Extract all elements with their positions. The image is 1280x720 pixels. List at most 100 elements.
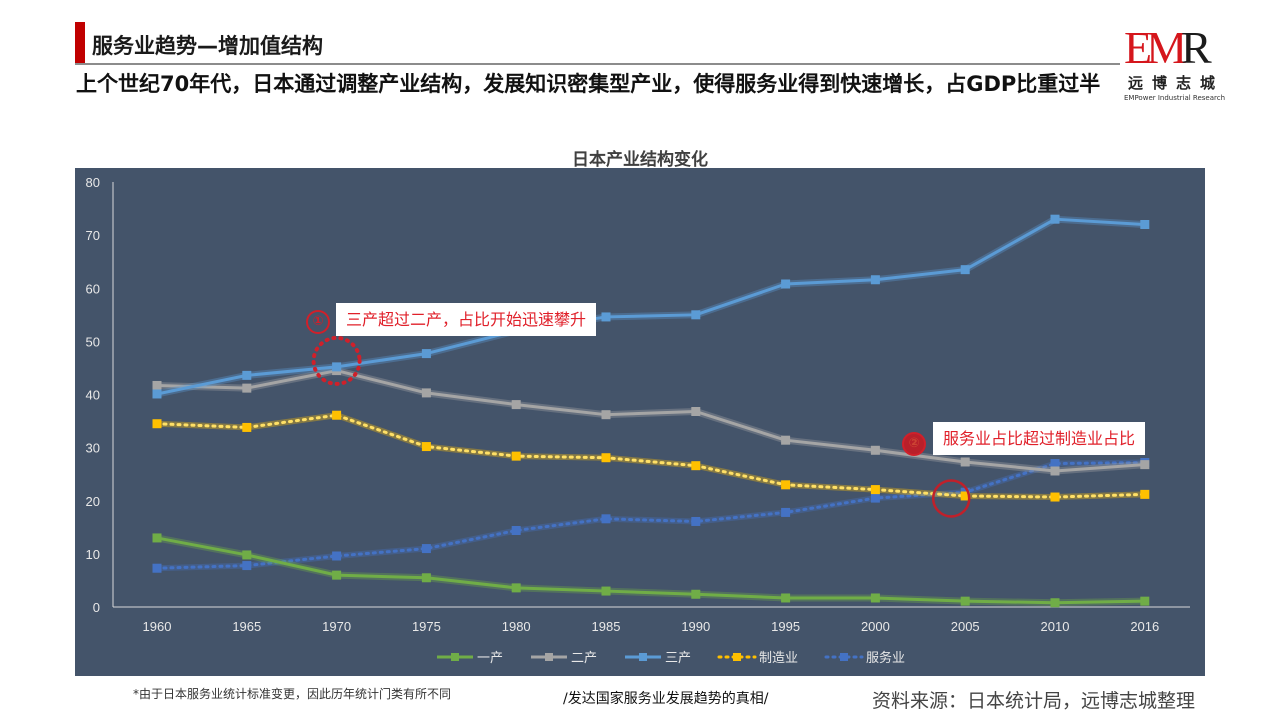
x-tick-label: 1980 bbox=[502, 619, 531, 634]
x-tick-label: 1995 bbox=[771, 619, 800, 634]
data-point-制造业 bbox=[781, 480, 791, 490]
data-point-三产 bbox=[152, 389, 162, 399]
data-point-制造业 bbox=[1050, 492, 1060, 502]
legend-label: 二产 bbox=[571, 651, 597, 666]
logo-mark-dark: R bbox=[1181, 22, 1212, 73]
data-point-服务业 bbox=[511, 526, 521, 535]
logo-mark-red: EM bbox=[1124, 22, 1187, 73]
series-line-一产 bbox=[156, 536, 1145, 605]
data-point-三产 bbox=[421, 349, 431, 359]
data-point-三产 bbox=[1140, 220, 1150, 229]
data-point-一产 bbox=[781, 593, 791, 603]
y-tick-label: 50 bbox=[86, 334, 100, 349]
legend-marker-二产 bbox=[545, 653, 553, 661]
data-point-二产 bbox=[1050, 466, 1060, 476]
legend-label: 服务业 bbox=[866, 650, 905, 666]
x-tick-label: 2005 bbox=[951, 619, 980, 634]
data-point-三产 bbox=[601, 312, 611, 322]
data-point-制造业 bbox=[870, 485, 880, 495]
y-tick-label: 40 bbox=[86, 388, 100, 403]
data-point-服务业 bbox=[691, 516, 701, 526]
data-point-二产 bbox=[691, 407, 701, 416]
data-point-制造业 bbox=[511, 451, 521, 461]
data-point-三产 bbox=[870, 275, 880, 285]
x-tick-label: 2010 bbox=[1041, 619, 1070, 634]
y-tick-label: 20 bbox=[86, 494, 100, 509]
data-point-一产 bbox=[242, 550, 252, 560]
legend-marker-一产 bbox=[451, 653, 459, 661]
legend-label: 三产 bbox=[665, 651, 691, 666]
data-point-服务业 bbox=[1050, 459, 1060, 469]
legend-marker-三产 bbox=[639, 653, 647, 661]
data-point-制造业 bbox=[960, 491, 970, 501]
logo-cn: 远博志城 bbox=[1128, 74, 1225, 92]
data-point-服务业 bbox=[421, 544, 431, 554]
data-point-三产 bbox=[1050, 214, 1060, 224]
data-point-二产 bbox=[870, 445, 880, 455]
data-point-一产 bbox=[870, 593, 880, 603]
data-point-三产 bbox=[960, 265, 970, 275]
data-point-制造业 bbox=[152, 419, 162, 429]
title-accent-bar bbox=[75, 22, 85, 64]
data-point-一产 bbox=[511, 583, 521, 593]
annotation-badge-1: ① bbox=[306, 310, 330, 334]
line-chart: 0 10 20 30 40 50 60 70 80 1960 1965 1970 1975 1980 198… bbox=[86, 175, 1190, 666]
x-tick-label: 1985 bbox=[592, 619, 621, 634]
data-point-服务业 bbox=[781, 507, 791, 517]
data-point-服务业 bbox=[242, 561, 252, 571]
data-point-三产 bbox=[242, 370, 252, 380]
x-tick-label: 1960 bbox=[143, 619, 172, 634]
data-point-制造业 bbox=[601, 453, 611, 463]
page-subtitle: 上个世纪70年代，日本通过调整产业结构，发展知识密集型产业，使得服务业得到快速增… bbox=[76, 72, 1101, 96]
annotation-callout-2: 服务业占比超过制造业占比 bbox=[933, 422, 1146, 455]
footnote: *由于日本服务业统计标准变更，因此历年统计门类有所不同 bbox=[133, 687, 452, 701]
data-point-一产 bbox=[960, 596, 970, 606]
series-glow-三产 bbox=[156, 215, 1146, 398]
series-line-二产 bbox=[156, 369, 1145, 473]
data-point-二产 bbox=[152, 380, 162, 390]
y-tick-label: 30 bbox=[86, 441, 100, 456]
data-point-制造业 bbox=[1140, 489, 1150, 499]
data-point-服务业 bbox=[332, 551, 342, 561]
title-divider bbox=[75, 63, 1120, 65]
y-tick-label: 80 bbox=[86, 175, 100, 190]
data-point-一产 bbox=[601, 586, 611, 596]
data-point-二产 bbox=[242, 383, 252, 393]
x-tick-label: 1970 bbox=[322, 619, 351, 634]
legend-marker-制造业 bbox=[733, 653, 741, 661]
series-line-服务业 bbox=[155, 461, 1147, 570]
data-point-一产 bbox=[691, 589, 701, 599]
logo-en: EMPower Industrial Research bbox=[1124, 94, 1226, 102]
series-glow-服务业 bbox=[156, 459, 1145, 572]
data-point-服务业 bbox=[870, 493, 880, 503]
data-point-二产 bbox=[601, 410, 611, 420]
data-point-一产 bbox=[332, 570, 342, 580]
data-point-制造业 bbox=[691, 461, 701, 471]
data-point-二产 bbox=[511, 400, 521, 410]
data-point-二产 bbox=[1140, 460, 1150, 470]
series-title-note: /发达国家服务业发展趋势的真相/ bbox=[563, 691, 769, 707]
data-point-服务业 bbox=[152, 563, 162, 573]
data-point-服务业 bbox=[601, 514, 611, 524]
legend-label: 一产 bbox=[477, 651, 503, 666]
series-line-制造业 bbox=[155, 413, 1147, 499]
y-tick-label: 0 bbox=[93, 600, 100, 615]
annotation-callout-1: 三产超过二产，占比开始迅速攀升 bbox=[336, 303, 597, 336]
legend-label: 制造业 bbox=[759, 651, 798, 666]
data-point-制造业 bbox=[421, 442, 431, 452]
series-line-三产 bbox=[156, 217, 1145, 396]
annotation-circle-2 bbox=[931, 479, 971, 518]
data-point-一产 bbox=[152, 533, 162, 543]
annotation-circle-1 bbox=[311, 335, 362, 386]
source-note: 资料来源：日本统计局，远博志城整理 bbox=[872, 690, 1196, 712]
y-tick-label: 60 bbox=[86, 281, 100, 296]
data-point-二产 bbox=[960, 457, 970, 467]
data-point-制造业 bbox=[242, 422, 252, 432]
logo: EMR 远博志城 EMPower Industrial Research bbox=[1124, 25, 1239, 103]
data-point-三产 bbox=[691, 310, 701, 320]
x-tick-label: 2016 bbox=[1130, 619, 1159, 634]
y-tick-label: 70 bbox=[86, 228, 100, 243]
data-point-一产 bbox=[421, 573, 431, 583]
x-tick-label: 1975 bbox=[412, 619, 441, 634]
data-point-一产 bbox=[1050, 598, 1060, 608]
